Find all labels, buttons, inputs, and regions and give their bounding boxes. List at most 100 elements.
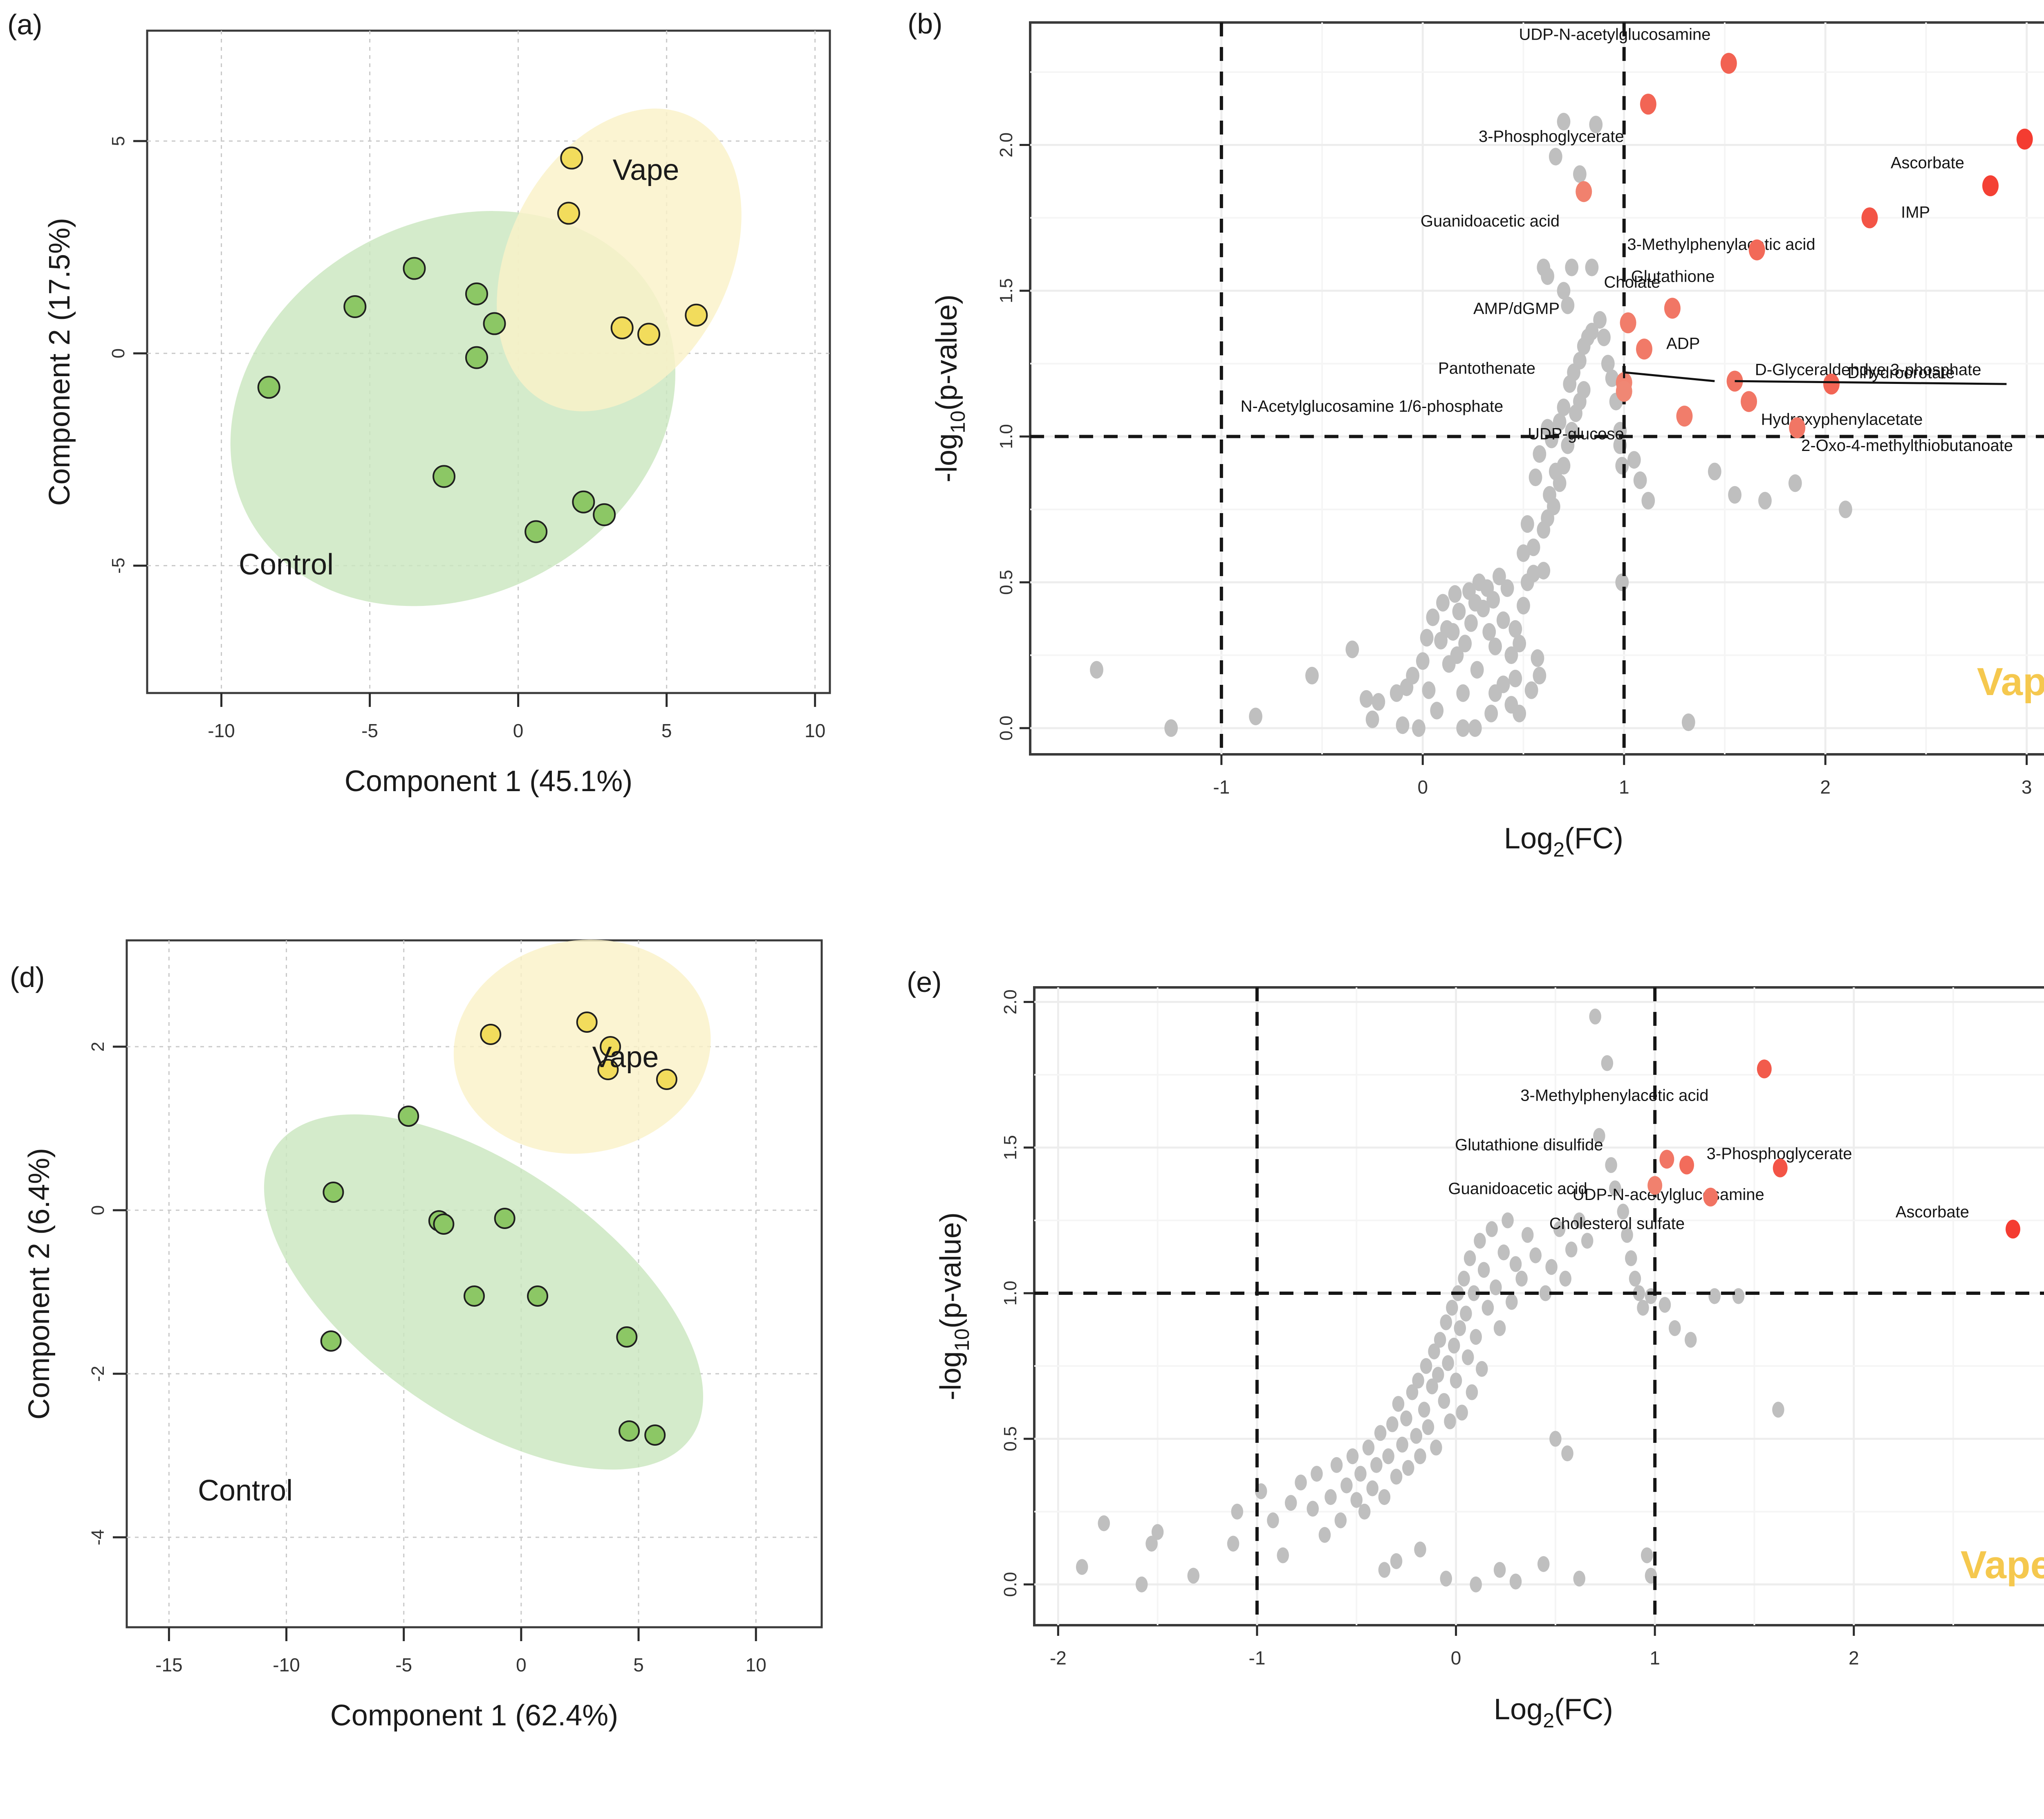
volcano-point-nonsignificant xyxy=(1496,611,1510,629)
volcano-point-nonsignificant xyxy=(1601,354,1615,372)
volcano-point-nonsignificant xyxy=(1382,1448,1394,1465)
volcano-point-nonsignificant xyxy=(1334,1512,1347,1529)
panel-b-label: (b) xyxy=(908,8,943,40)
panel-e-plot: -2-101230.00.51.01.52.03-Methylphenylace… xyxy=(935,986,2044,1732)
volcano-point-nonsignificant xyxy=(1227,1536,1239,1552)
y-tick-label: 2.0 xyxy=(996,132,1016,157)
x-tick-label: 5 xyxy=(661,720,672,741)
metabolite-label: Guanidoacetic acid xyxy=(1448,1180,1587,1198)
volcano-point-nonsignificant xyxy=(1414,1448,1426,1465)
volcano-point-nonsignificant xyxy=(1537,521,1551,539)
volcano-point-nonsignificant xyxy=(1135,1576,1148,1592)
volcano-point-nonsignificant xyxy=(1502,1212,1514,1229)
metabolite-label: 2-Oxo-4-methylthiobutanoate xyxy=(1801,437,2013,455)
volcano-point-nonsignificant xyxy=(1284,1495,1297,1511)
panel-b: (b) -1 0 1 2 3 0.0 0.5 1.0 1.5 2.0 UDP-N-acetylglu… xyxy=(899,0,2044,899)
volcano-point-nonsignificant xyxy=(1470,661,1484,679)
volcano-point-nonsignificant xyxy=(1561,296,1575,314)
volcano-point-nonsignificant xyxy=(1621,1227,1633,1243)
volcano-point-nonsignificant xyxy=(1577,381,1591,399)
volcano-point-nonsignificant xyxy=(1076,1559,1088,1575)
volcano-point-nonsignificant xyxy=(1362,1440,1375,1456)
metabolite-label: Pantothenate xyxy=(1438,359,1535,377)
volcano-point-nonsignificant xyxy=(1345,640,1359,658)
volcano-point-nonsignificant xyxy=(1557,112,1571,131)
volcano-point-significant xyxy=(1640,94,1656,115)
volcano-point-nonsignificant xyxy=(1593,311,1607,329)
label-leader-line xyxy=(1624,371,1715,382)
volcano-point-nonsignificant xyxy=(1432,1366,1444,1383)
data-point-control xyxy=(465,346,488,369)
data-point-control xyxy=(644,1424,666,1446)
volcano-point-nonsignificant xyxy=(1486,591,1500,609)
metabolite-label: UDP-N-acetylglucosamine xyxy=(1573,1186,1764,1204)
volcano-point-nonsignificant xyxy=(1448,585,1462,603)
volcano-point-nonsignificant xyxy=(1442,1355,1454,1371)
volcano-point-nonsignificant xyxy=(1520,515,1534,533)
volcano-point-nonsignificant xyxy=(1615,457,1629,475)
volcano-point-nonsignificant xyxy=(1637,1300,1649,1316)
volcano-point-nonsignificant xyxy=(1633,471,1647,489)
volcano-point-nonsignificant xyxy=(1537,562,1551,580)
volcano-point-nonsignificant xyxy=(1456,684,1470,702)
volcano-point-significant xyxy=(1720,53,1737,74)
volcano-point-nonsignificant xyxy=(1464,1250,1476,1266)
y-tick-label: 1.0 xyxy=(1000,1281,1020,1305)
volcano-point-nonsignificant xyxy=(1318,1527,1331,1543)
volcano-point-nonsignificant xyxy=(1450,1373,1462,1389)
metabolite-label: Glutathione disulfide xyxy=(1455,1136,1603,1154)
volcano-point-nonsignificant xyxy=(1539,1285,1552,1301)
volcano-point-nonsignificant xyxy=(1330,1457,1343,1473)
x-axis-title: Log2(FC) xyxy=(1504,822,1623,861)
volcano-point-significant xyxy=(1789,417,1806,438)
metabolite-label: Hydroxyphenylacetate xyxy=(1761,410,1923,428)
metabolite-label: Ascorbate xyxy=(1896,1203,1969,1221)
y-tick-label: 1.0 xyxy=(996,424,1016,449)
volcano-point-nonsignificant xyxy=(1609,1180,1621,1196)
volcano-point-significant xyxy=(1576,181,1592,202)
volcano-point-nonsignificant xyxy=(1414,1541,1426,1558)
volcano-point-significant xyxy=(1823,373,1840,395)
x-tick-label: -5 xyxy=(395,1654,412,1675)
group-label-control: Control xyxy=(239,548,334,581)
volcano-point-nonsignificant xyxy=(1307,1501,1319,1517)
y-tick-label: 1.5 xyxy=(996,278,1016,303)
volcano-point-nonsignificant xyxy=(1474,1233,1486,1249)
volcano-point-nonsignificant xyxy=(1557,398,1571,416)
volcano-point-nonsignificant xyxy=(1617,1204,1629,1220)
volcano-point-nonsignificant xyxy=(1420,1358,1432,1374)
volcano-point-nonsignificant xyxy=(1573,352,1587,370)
volcano-point-significant xyxy=(1748,239,1765,260)
volcano-point-nonsignificant xyxy=(1559,1270,1571,1287)
panel-d-plot: -15 -10 -5 0 5 10 -4 -2 0 2 Control Vape Component 1… xyxy=(23,939,823,1732)
volcano-point-nonsignificant xyxy=(1456,1404,1468,1421)
x-tick-label: -1 xyxy=(1213,776,1230,798)
metabolite-label: Cholesterol sulfate xyxy=(1549,1215,1685,1233)
volcano-point-nonsignificant xyxy=(1553,413,1567,431)
y-tick-label: -4 xyxy=(88,1529,108,1545)
x-tick-label: 0 xyxy=(516,1654,527,1675)
x-tick-label: 10 xyxy=(746,1654,766,1675)
volcano-point-significant xyxy=(1982,175,1999,196)
volcano-point-nonsignificant xyxy=(1708,1288,1721,1304)
vape-watermark: Vape xyxy=(1961,1543,2044,1587)
volcano-point-nonsignificant xyxy=(1772,1402,1784,1418)
volcano-point-nonsignificant xyxy=(1515,1270,1528,1287)
volcano-point-nonsignificant xyxy=(1370,1457,1383,1473)
volcano-point-nonsignificant xyxy=(1390,1553,1403,1569)
volcano-point-nonsignificant xyxy=(1493,567,1506,585)
volcano-point-nonsignificant xyxy=(1476,1361,1488,1377)
volcano-point-nonsignificant xyxy=(1436,594,1450,612)
panel-a-label: (a) xyxy=(7,9,43,40)
volcano-point-nonsignificant xyxy=(1358,1503,1371,1520)
confidence-ellipse-vape xyxy=(453,940,711,1154)
volcano-point-nonsignificant xyxy=(1517,597,1530,615)
data-point-vape xyxy=(685,303,708,327)
volcano-point-nonsignificant xyxy=(1521,1227,1534,1243)
volcano-point-significant xyxy=(2016,128,2033,150)
metabolite-label: UDP-N-acetylglucosamine xyxy=(1519,26,1710,44)
volcano-point-nonsignificant xyxy=(1585,258,1599,276)
volcano-point-nonsignificant xyxy=(1446,1300,1458,1316)
data-point-control xyxy=(572,490,595,514)
volcano-point-nonsignificant xyxy=(1497,1244,1510,1261)
